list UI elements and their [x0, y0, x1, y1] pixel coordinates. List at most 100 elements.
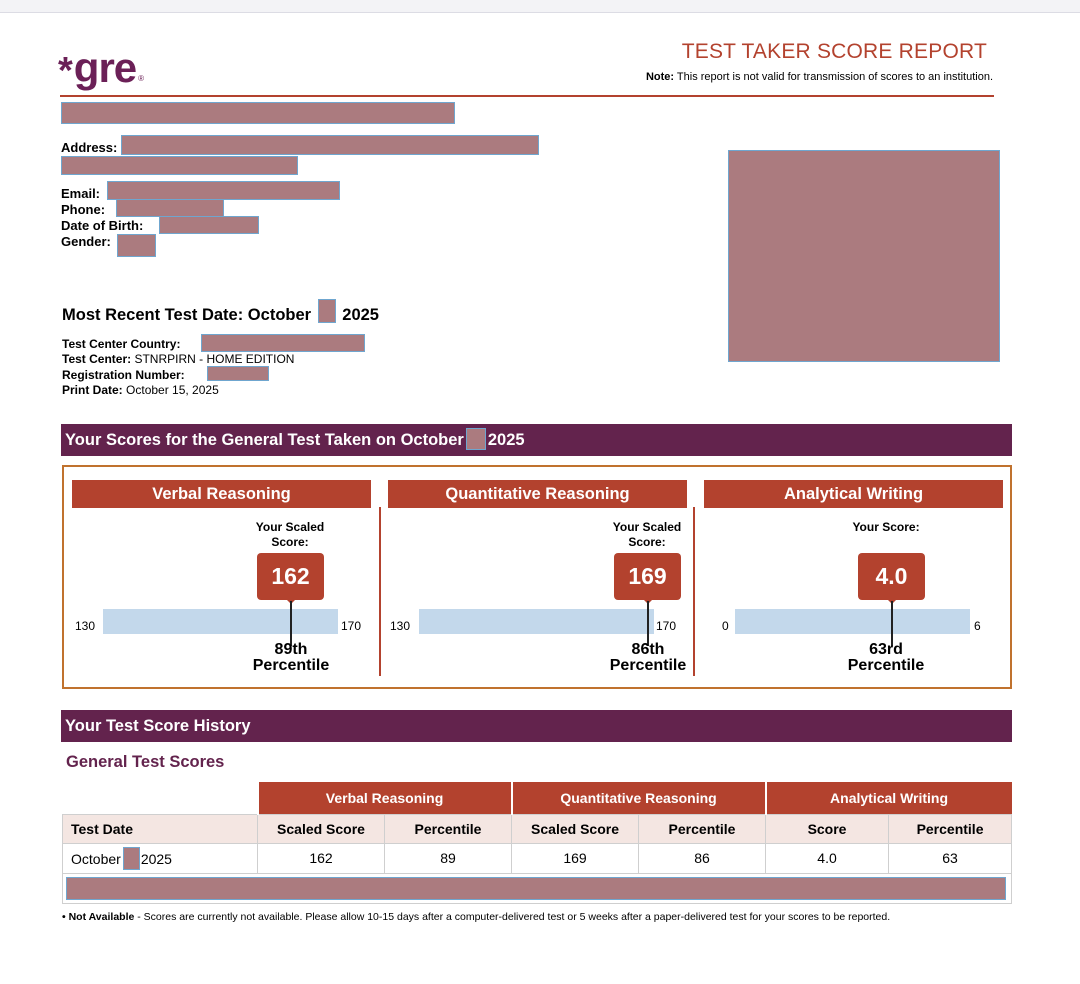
redacted-dob	[159, 216, 259, 234]
verbal-score-marker	[290, 601, 292, 646]
header-divider	[60, 95, 994, 97]
cell-verbal-percentile: 89	[385, 843, 512, 873]
quant-score-bar	[419, 609, 654, 634]
verbal-score-bar	[103, 609, 338, 634]
verbal-percentile: 89th Percentile	[226, 642, 356, 674]
email-label: Email:	[61, 186, 100, 202]
table-row: October 2025 162 89 169 86 4.0 63	[63, 843, 1012, 873]
history-subtitle: General Test Scores	[66, 753, 224, 772]
verbal-scaled-label: Your Scaled Score:	[240, 520, 340, 550]
table-group-quant: Quantitative Reasoning	[512, 782, 766, 814]
table-group-header-row: Verbal Reasoning Quantitative Reasoning …	[63, 782, 1012, 814]
note-text: This report is not valid for transmissio…	[674, 71, 993, 83]
table-column-header-row: Test Date Scaled Score Percentile Scaled…	[63, 814, 1012, 843]
test-center-country: Test Center Country:	[62, 337, 180, 352]
redacted-row-cell	[63, 873, 1012, 903]
col-quant-percentile: Percentile	[639, 814, 766, 843]
writing-percentile: 63rd Percentile	[821, 642, 951, 674]
cell-quant-percentile: 86	[639, 843, 766, 873]
scores-title-prefix: Your Scores for the General Test Taken o…	[65, 431, 464, 449]
table-group-blank	[63, 782, 258, 814]
verbal-min-label: 130	[75, 619, 95, 633]
writing-min-label: 0	[722, 619, 729, 633]
redacted-photo	[728, 150, 1000, 362]
col-quant-scaled: Scaled Score	[512, 814, 639, 843]
col-writing-percentile: Percentile	[889, 814, 1012, 843]
writing-score-bubble: 4.0	[858, 553, 925, 600]
most-recent-test-date: Most Recent Test Date: October 2025	[62, 299, 379, 325]
writing-percentile-word: Percentile	[821, 658, 951, 674]
writing-score-marker	[891, 601, 893, 646]
score-column-divider	[693, 507, 695, 676]
registration-label: Registration Number:	[62, 368, 185, 382]
redacted-registration	[207, 366, 269, 381]
redacted-gender	[117, 234, 156, 257]
gender-label: Gender:	[61, 234, 111, 250]
footnote-label: • Not Available	[62, 911, 134, 923]
viewer-top-bar	[0, 0, 1080, 13]
redacted-scores-day	[466, 428, 486, 450]
print-date: Print Date: October 15, 2025	[62, 383, 219, 398]
writing-percentile-ordinal: 63rd	[821, 642, 951, 658]
redacted-address-line-1	[121, 135, 539, 155]
redacted-email	[107, 181, 340, 200]
dob-label: Date of Birth:	[61, 218, 143, 234]
verbal-percentile-word: Percentile	[226, 658, 356, 674]
recent-date-prefix: Most Recent Test Date: October	[62, 306, 311, 324]
test-center: Test Center: STNRPIRN - HOME EDITION	[62, 352, 294, 367]
quant-score-bubble: 169	[614, 553, 681, 600]
footnote: • Not Available - Scores are currently n…	[62, 911, 1002, 923]
report-title: TEST TAKER SCORE REPORT	[682, 40, 987, 64]
verbal-score-bubble: 162	[257, 553, 324, 600]
quant-min-label: 130	[390, 619, 410, 633]
verbal-percentile-ordinal: 89th	[226, 642, 356, 658]
history-section-header: Your Test Score History	[61, 710, 1012, 742]
table-group-verbal: Verbal Reasoning	[258, 782, 512, 814]
writing-max-label: 6	[974, 619, 981, 633]
col-verbal-scaled: Scaled Score	[258, 814, 385, 843]
note-label: Note:	[646, 71, 674, 83]
writing-header: Analytical Writing	[704, 480, 1003, 508]
col-test-date: Test Date	[63, 814, 258, 843]
redacted-day	[318, 299, 336, 323]
logo-asterisk-icon: *	[58, 52, 73, 90]
verbal-header: Verbal Reasoning	[72, 480, 371, 508]
writing-score-bar	[735, 609, 970, 634]
quant-score-marker	[647, 601, 649, 646]
cell-test-date: October 2025	[63, 843, 258, 873]
registration-number: Registration Number:	[62, 368, 185, 383]
print-label: Print Date:	[62, 383, 123, 397]
cell-writing-score: 4.0	[766, 843, 889, 873]
quant-max-label: 170	[656, 619, 676, 633]
quant-scaled-label: Your Scaled Score:	[597, 520, 697, 550]
footnote-text: - Scores are currently not available. Pl…	[134, 911, 890, 923]
address-label: Address:	[61, 140, 117, 156]
logo-registered-mark: ®	[138, 74, 144, 84]
date-year: 2025	[141, 851, 172, 867]
col-verbal-percentile: Percentile	[385, 814, 512, 843]
logo-wordmark: gre	[74, 46, 136, 90]
cell-verbal-scaled: 162	[258, 843, 385, 873]
scores-section-header: Your Scores for the General Test Taken o…	[61, 424, 1012, 456]
score-column-divider	[379, 507, 381, 676]
writing-score-label: Your Score:	[841, 520, 931, 535]
cell-writing-percentile: 63	[889, 843, 1012, 873]
gre-logo: * gre ®	[58, 40, 144, 90]
redacted-country	[201, 334, 365, 352]
center-value: STNRPIRN - HOME EDITION	[131, 352, 294, 366]
redacted-history-row	[66, 877, 1006, 900]
country-label: Test Center Country:	[62, 337, 180, 351]
report-note: Note: This report is not valid for trans…	[646, 71, 993, 83]
date-prefix: October	[71, 851, 121, 867]
redacted-history-day	[123, 847, 140, 870]
quant-header: Quantitative Reasoning	[388, 480, 687, 508]
recent-date-year: 2025	[342, 306, 379, 324]
col-writing-score: Score	[766, 814, 889, 843]
redacted-address-line-2	[61, 156, 298, 175]
redacted-name	[61, 102, 455, 124]
score-history-table: Verbal Reasoning Quantitative Reasoning …	[62, 782, 1012, 904]
table-group-writing: Analytical Writing	[766, 782, 1012, 814]
center-label: Test Center:	[62, 352, 131, 366]
table-row-redacted	[63, 873, 1012, 903]
phone-label: Phone:	[61, 202, 105, 218]
